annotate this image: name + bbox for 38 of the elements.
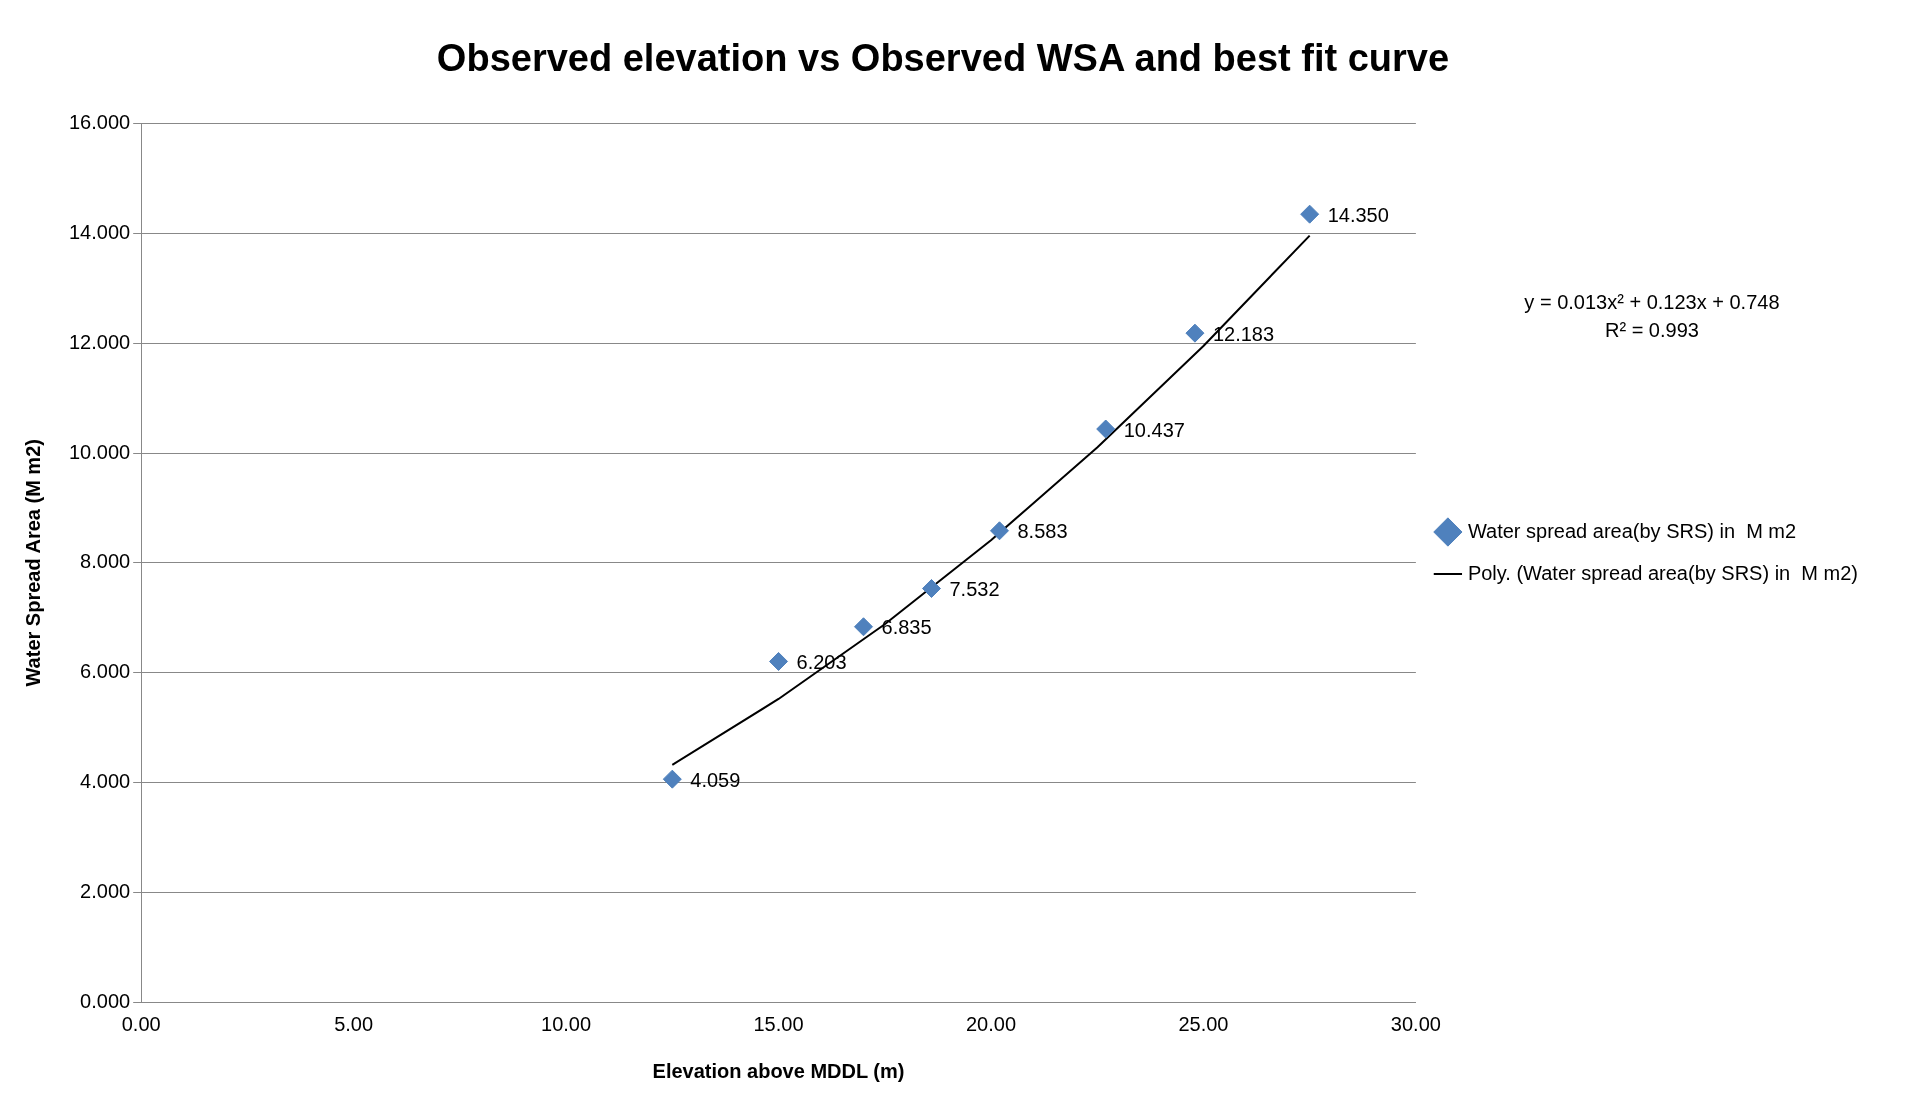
y-tick-label: 6.000 <box>80 660 131 683</box>
chart-title: Observed elevation vs Observed WSA and best fit curve <box>436 37 1450 80</box>
legend-label: Poly. (Water spread area(by SRS) in M m2) <box>1467 561 1858 584</box>
text: R² = 0.993 <box>1604 319 1699 342</box>
data-label: 10.437 <box>1123 418 1185 441</box>
y-tick-label: 14.000 <box>69 220 131 243</box>
x-tick-label: 10.00 <box>541 1012 592 1035</box>
data-label: 12.183 <box>1212 322 1275 345</box>
point <box>1096 419 1116 439</box>
x-tick-label: 30.00 <box>1390 1012 1441 1035</box>
data-label: 6.835 <box>881 616 932 639</box>
y-axis-title: Water Spread Area (M m2) <box>21 439 44 687</box>
x-tick-label: 20.00 <box>965 1012 1017 1035</box>
x-tick-label: 5.00 <box>334 1012 374 1035</box>
x-tick-label: 25.00 <box>1178 1012 1229 1035</box>
y-tick-label: 2.000 <box>80 879 131 902</box>
data-label: 8.583 <box>1017 520 1068 543</box>
data-label: 7.532 <box>949 578 1000 601</box>
y-tick-label: 16.000 <box>69 111 131 134</box>
point <box>854 617 874 637</box>
legend-label: Water spread area(by SRS) in M m2 <box>1467 519 1797 542</box>
point <box>769 651 789 671</box>
x-axis-title: Elevation above MDDL (m) <box>652 1059 905 1082</box>
x-tick-label: 0.00 <box>121 1012 161 1035</box>
text: y = 0.013x² + 0.123x + 0.748 <box>1524 291 1780 314</box>
point <box>989 521 1009 541</box>
data-label: 14.350 <box>1327 203 1389 226</box>
point <box>1300 204 1320 224</box>
point <box>662 769 682 789</box>
x-tick-label: 15.00 <box>753 1012 804 1035</box>
data-label: 4.059 <box>690 768 741 791</box>
y-tick-label: 4.000 <box>80 769 131 792</box>
y-tick-label: 10.000 <box>69 440 131 463</box>
point <box>922 578 941 598</box>
y-tick-label: 0.000 <box>80 989 131 1012</box>
y-tick-label: 12.000 <box>69 330 131 353</box>
y-tick-label: 8.000 <box>80 550 131 573</box>
point <box>1185 323 1205 343</box>
